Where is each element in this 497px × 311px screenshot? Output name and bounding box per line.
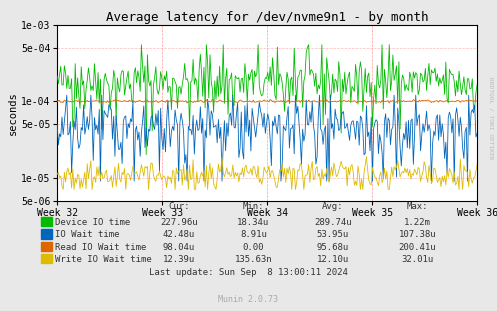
Text: Write IO Wait time: Write IO Wait time — [55, 255, 152, 264]
Text: 8.91u: 8.91u — [240, 230, 267, 239]
Text: 0.00: 0.00 — [243, 243, 264, 252]
Text: IO Wait time: IO Wait time — [55, 230, 119, 239]
Text: Device IO time: Device IO time — [55, 218, 130, 227]
Text: 18.34u: 18.34u — [238, 218, 269, 227]
Text: Munin 2.0.73: Munin 2.0.73 — [219, 295, 278, 304]
Text: Last update: Sun Sep  8 13:00:11 2024: Last update: Sun Sep 8 13:00:11 2024 — [149, 268, 348, 276]
Text: 135.63n: 135.63n — [235, 255, 272, 264]
Text: RRDTOOL / TOBI OETIKER: RRDTOOL / TOBI OETIKER — [489, 77, 494, 160]
Text: 12.10u: 12.10u — [317, 255, 349, 264]
Text: 12.39u: 12.39u — [163, 255, 195, 264]
Text: 289.74u: 289.74u — [314, 218, 352, 227]
Text: 227.96u: 227.96u — [160, 218, 198, 227]
Text: Avg:: Avg: — [322, 202, 344, 211]
Text: 107.38u: 107.38u — [399, 230, 436, 239]
Text: 32.01u: 32.01u — [402, 255, 433, 264]
Y-axis label: seconds: seconds — [8, 91, 18, 135]
Text: 200.41u: 200.41u — [399, 243, 436, 252]
Text: Read IO Wait time: Read IO Wait time — [55, 243, 146, 252]
Text: 95.68u: 95.68u — [317, 243, 349, 252]
Text: 42.48u: 42.48u — [163, 230, 195, 239]
Text: Cur:: Cur: — [168, 202, 190, 211]
Text: 98.04u: 98.04u — [163, 243, 195, 252]
Text: Max:: Max: — [407, 202, 428, 211]
Text: Min:: Min: — [243, 202, 264, 211]
Title: Average latency for /dev/nvme9n1 - by month: Average latency for /dev/nvme9n1 - by mo… — [106, 11, 428, 24]
Text: 1.22m: 1.22m — [404, 218, 431, 227]
Text: 53.95u: 53.95u — [317, 230, 349, 239]
